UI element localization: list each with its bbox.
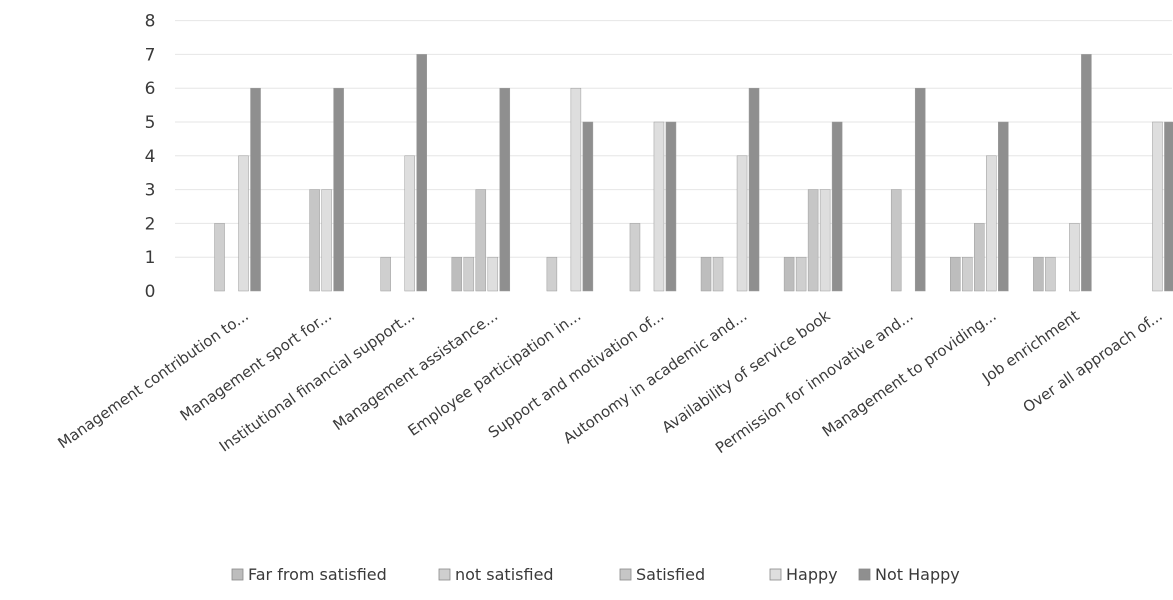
- bar: [1033, 256, 1044, 292]
- x-category-label: Availability of service book: [659, 306, 834, 436]
- bar: [250, 87, 261, 292]
- bar: [321, 189, 332, 292]
- bar: [629, 223, 641, 292]
- legend: Far from satisfied not satisfied Satisfied…: [231, 565, 960, 584]
- bars: [214, 54, 1173, 292]
- y-axis-ticks: 0 1 2 3 4 5 6 7 8: [145, 12, 156, 302]
- bar: [831, 121, 843, 292]
- bar: [463, 256, 475, 292]
- bar: [962, 256, 973, 292]
- y-tick-label: 6: [145, 79, 156, 99]
- x-category-label: Over all approach of...: [1020, 307, 1166, 417]
- bar: [974, 223, 985, 292]
- y-tick-label: 8: [145, 12, 156, 32]
- bar: [783, 256, 795, 292]
- bar: [1081, 54, 1092, 292]
- y-tick-label: 2: [145, 214, 156, 234]
- bar: [653, 121, 665, 292]
- legend-label: Far from satisfied: [248, 565, 387, 584]
- bar: [309, 189, 320, 292]
- legend-swatch: [438, 568, 451, 581]
- y-tick-label: 4: [145, 147, 156, 167]
- x-category-label: Management sport for...: [177, 307, 335, 425]
- bar: [1164, 121, 1173, 292]
- bar: [807, 189, 819, 292]
- x-category-label: Management assistance...: [330, 307, 501, 435]
- bar: [890, 189, 902, 292]
- bar: [1069, 223, 1080, 292]
- legend-swatch: [619, 568, 632, 581]
- bar: [1045, 256, 1056, 292]
- legend-label: Not Happy: [875, 565, 960, 584]
- legend-swatch: [231, 568, 244, 581]
- bar: [712, 256, 724, 292]
- bar: [998, 121, 1009, 292]
- bar: [914, 87, 926, 292]
- bar: [950, 256, 961, 292]
- bar: [499, 87, 511, 292]
- bar: [795, 256, 807, 292]
- bar: [380, 256, 391, 292]
- legend-label: Happy: [786, 565, 838, 584]
- bar: [700, 256, 712, 292]
- legend-swatch: [858, 568, 871, 581]
- bar: [238, 155, 249, 292]
- bar: [214, 223, 225, 292]
- legend-label: not satisfied: [455, 565, 554, 584]
- bar: [487, 256, 499, 292]
- bar: [475, 189, 487, 292]
- legend-label: Satisfied: [636, 565, 705, 584]
- y-tick-label: 7: [145, 45, 156, 65]
- bar: [819, 189, 831, 292]
- y-tick-label: 5: [145, 113, 156, 133]
- bar: [570, 87, 582, 292]
- x-category-label: Management to providing...: [819, 307, 1000, 441]
- legend-swatch: [769, 568, 782, 581]
- bar: [736, 155, 748, 292]
- y-tick-label: 0: [145, 282, 156, 302]
- bar: [451, 256, 463, 292]
- y-tick-label: 1: [145, 248, 156, 268]
- bar: [582, 121, 594, 292]
- bar: [546, 256, 558, 292]
- bar: [665, 121, 677, 292]
- y-tick-label: 3: [145, 181, 156, 201]
- bar: [1152, 121, 1163, 292]
- bar: [333, 87, 344, 292]
- bar: [404, 155, 415, 292]
- bar: [986, 155, 997, 292]
- x-axis-category-labels: Management contribution to...Management …: [54, 306, 1165, 457]
- bar: [416, 54, 427, 292]
- bar: [748, 87, 760, 292]
